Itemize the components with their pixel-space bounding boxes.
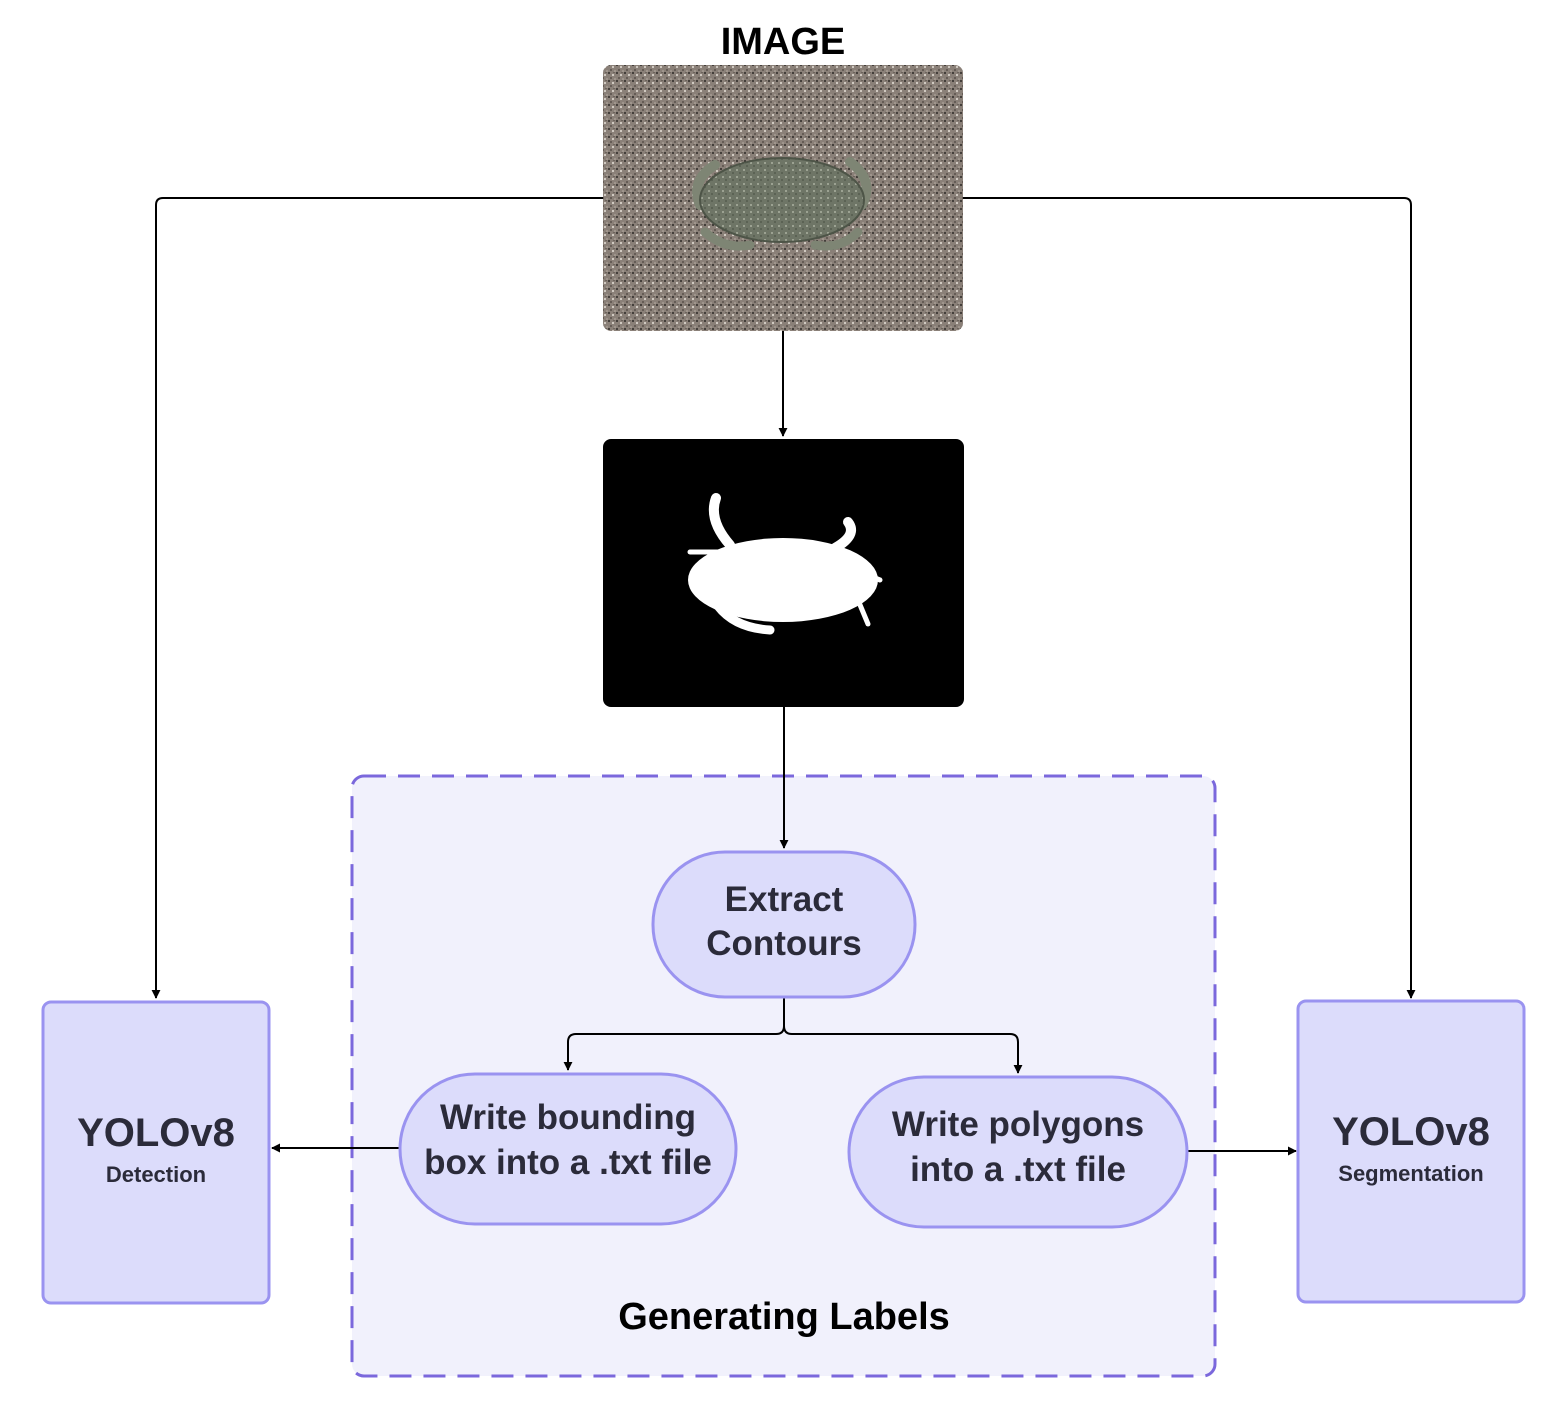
extract-line-2: Contours (706, 924, 862, 963)
arrow-image-to-detection (151, 197, 603, 999)
mask-image (603, 439, 964, 707)
crab-mask-icon (687, 493, 883, 635)
yolov8-segmentation-box: YOLOv8 Segmentation (1296, 999, 1526, 1304)
write-bbox-node: Write bounding box into a .txt file (398, 1072, 738, 1226)
yolov8-detection-box: YOLOv8 Detection (41, 1000, 271, 1305)
crab-photo-icon (692, 157, 872, 251)
arrow-extract-to-polygons (783, 1025, 1023, 1074)
image-title: IMAGE (721, 21, 846, 63)
input-photo (603, 65, 963, 331)
connectors (151, 197, 1416, 1156)
bbox-line-1: Write bounding (440, 1098, 696, 1137)
segmentation-subtitle: Segmentation (1338, 1161, 1483, 1186)
polygons-line-1: Write polygons (892, 1105, 1144, 1144)
detection-title: YOLOv8 (77, 1111, 235, 1155)
segmentation-title: YOLOv8 (1332, 1110, 1490, 1154)
extract-line-1: Extract (725, 880, 844, 919)
group-label: Generating Labels (618, 1296, 950, 1338)
extract-contours-node: Extract Contours (651, 850, 917, 999)
detection-subtitle: Detection (106, 1162, 206, 1187)
polygons-line-2: into a .txt file (910, 1150, 1126, 1189)
arrow-image-to-segmentation (963, 197, 1416, 999)
write-polygons-node: Write polygons into a .txt file (847, 1075, 1189, 1229)
bbox-line-2: box into a .txt file (424, 1143, 712, 1182)
